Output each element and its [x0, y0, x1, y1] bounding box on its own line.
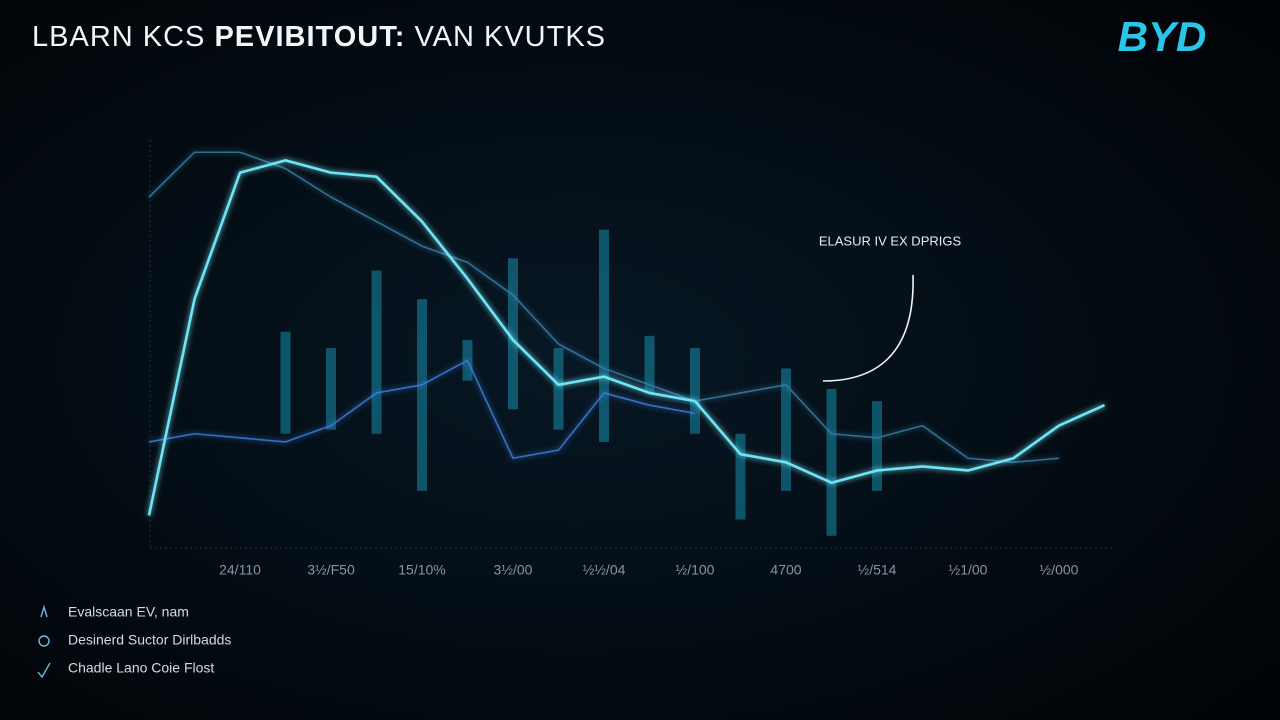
x-tick-label: 24/110 [219, 562, 261, 578]
range-bar [826, 388, 837, 536]
chart-title: LBARN KCS PEVIBITOUT: VAN KVUTKS [32, 21, 606, 53]
x-tick-label: ½/514 [858, 562, 897, 578]
legend-icon [37, 662, 51, 679]
range-bar [599, 229, 609, 442]
x-tick-label: 3½/F50 [307, 562, 355, 578]
legend-label: Evalscaan EV, nam [68, 604, 189, 620]
title-part: PEVIBITOUT: [214, 21, 405, 53]
range-bar [417, 299, 427, 491]
legend-label: Desinerd Suctor Dirlbadds [68, 632, 231, 648]
range-bar [872, 401, 882, 491]
annotation-arrow [822, 274, 914, 382]
range-bar [735, 433, 746, 520]
annotation: ELASUR IV EX DPRIGS [819, 233, 962, 248]
series-line [147, 159, 1106, 516]
x-tick-label: ½1/00 [949, 562, 988, 578]
legend-icon [40, 604, 48, 618]
logo: BYD [1118, 13, 1207, 60]
x-tick-label: 4700 [770, 562, 801, 578]
legend [37, 604, 51, 679]
x-tick-label: ½/000 [1040, 562, 1079, 578]
range-bar [553, 348, 564, 430]
x-tick-label: ½/100 [676, 562, 715, 578]
range-bar [508, 258, 518, 410]
series-line [148, 151, 1060, 464]
legend-icon [38, 635, 50, 647]
x-tick-label: 15/10% [398, 562, 445, 578]
range-bar [690, 348, 700, 434]
x-tick-label: 3½/00 [494, 562, 533, 578]
range-bar [644, 335, 655, 393]
series-line [148, 359, 696, 460]
range-bar [280, 331, 291, 434]
range-bar [781, 368, 791, 491]
range-bar [371, 270, 382, 434]
title-part: VAN KVUTKS [414, 21, 606, 53]
range-bar [326, 348, 336, 430]
legend-label: Chadle Lano Coie Flost [68, 660, 214, 676]
title-part: LBARN KCS [32, 21, 205, 53]
x-tick-label: ½½/04 [583, 562, 626, 578]
